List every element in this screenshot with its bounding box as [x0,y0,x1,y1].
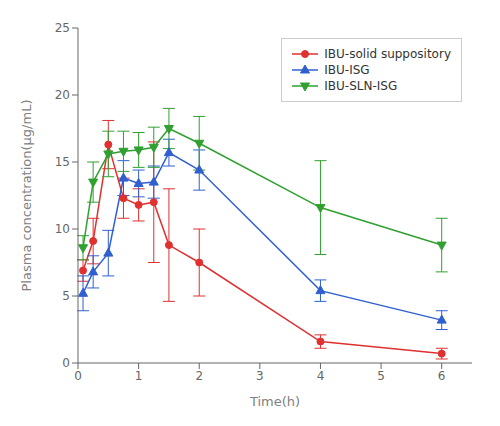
html-text:IBU-SLN-ISG: IBU-SLN-ISG [324,79,398,93]
svg-text:25: 25 [55,21,70,35]
svg-text:Time(h): Time(h) [249,394,300,409]
svg-text:Plasma concentration(μg/mL): Plasma concentration(μg/mL) [19,100,34,292]
svg-text:10: 10 [55,222,70,236]
svg-text:5: 5 [377,369,385,383]
svg-text:0: 0 [74,369,82,383]
svg-text:20: 20 [55,88,70,102]
svg-text:5: 5 [62,289,70,303]
html-text:IBU-ISG: IBU-ISG [324,63,370,77]
html-text:IBU-solid suppository: IBU-solid suppository [324,47,451,61]
svg-text:0: 0 [62,356,70,370]
svg-text:2: 2 [195,369,203,383]
svg-text:1: 1 [135,369,143,383]
svg-text:3: 3 [256,369,264,383]
svg-text:15: 15 [55,155,70,169]
svg-text:4: 4 [317,369,325,383]
svg-text:6: 6 [438,369,446,383]
